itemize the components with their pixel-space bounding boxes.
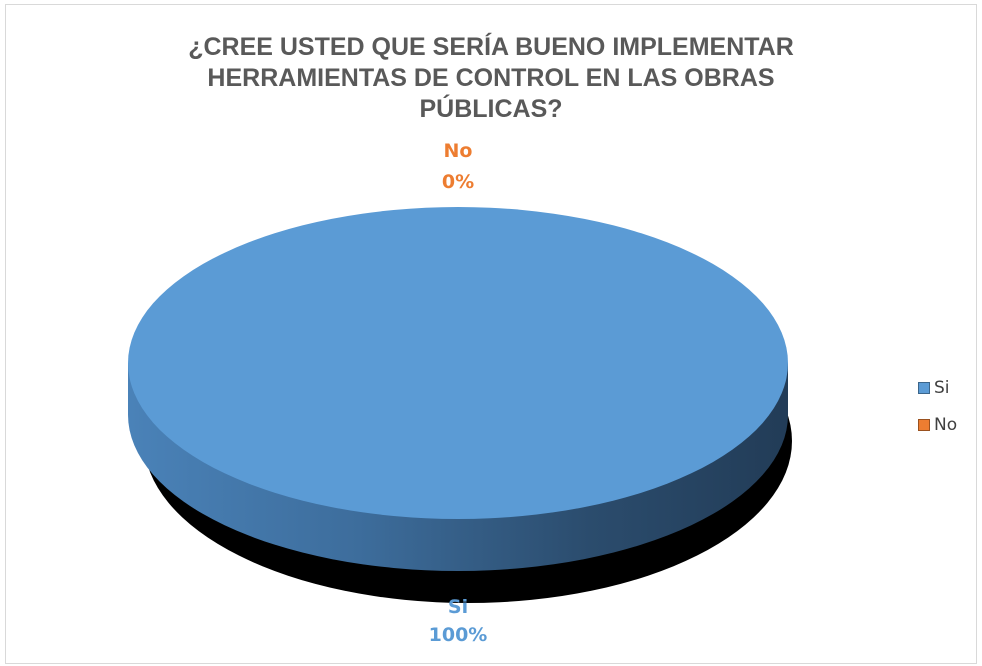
- chart-title-line-2: HERRAMIENTAS DE CONTROL EN LAS OBRAS: [207, 64, 775, 92]
- legend-swatch-no: [918, 419, 930, 431]
- legend-swatch-si: [918, 382, 930, 394]
- data-label-si-category: Si: [448, 596, 468, 618]
- chart-title-line-1: ¿CREE USTED QUE SERÍA BUENO IMPLEMENTAR: [188, 33, 794, 61]
- chart-title-line-3: PÚBLICAS?: [419, 95, 563, 123]
- data-labels: Si 100% No 0%: [429, 140, 488, 646]
- data-label-no-value: 0%: [442, 171, 474, 193]
- chart-title: ¿CREE USTED QUE SERÍA BUENO IMPLEMENTAR …: [0, 32, 982, 125]
- legend-item-si: Si: [918, 374, 957, 402]
- data-label-no-category: No: [444, 140, 473, 162]
- legend-label-si: Si: [934, 378, 950, 398]
- data-label-si-value: 100%: [429, 624, 488, 646]
- pie-slices: [128, 207, 792, 603]
- slice-si-top: [128, 207, 788, 519]
- legend-label-no: No: [934, 415, 958, 435]
- legend: Si No: [918, 374, 957, 448]
- legend-item-no: No: [918, 411, 957, 439]
